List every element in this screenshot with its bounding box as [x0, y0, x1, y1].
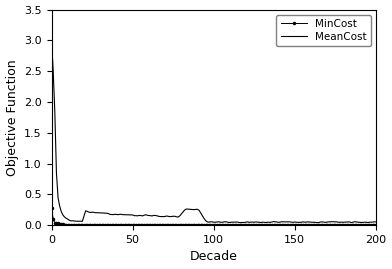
MeanCost [49, 39, 54, 42]
MeanCost [168, 215, 172, 218]
MinCost [78, 223, 83, 226]
Line: MeanCost: MeanCost [52, 40, 376, 223]
MinCost [179, 223, 184, 226]
MeanCost [185, 207, 190, 211]
MinCost [374, 223, 378, 226]
Y-axis label: Objective Function: Objective Function [5, 59, 18, 176]
X-axis label: Decade: Decade [190, 250, 238, 263]
MinCost [51, 217, 56, 221]
MeanCost [78, 220, 83, 223]
MeanCost [51, 70, 56, 73]
Line: MinCost: MinCost [51, 207, 377, 226]
MeanCost [315, 221, 320, 224]
Legend: MinCost, MeanCost: MinCost, MeanCost [276, 15, 371, 46]
MinCost [187, 223, 192, 226]
MeanCost [374, 220, 378, 224]
MinCost [168, 223, 172, 226]
MinCost [348, 223, 352, 226]
MeanCost [224, 220, 229, 224]
MinCost [226, 223, 230, 226]
MeanCost [348, 221, 352, 224]
MinCost [49, 206, 54, 210]
